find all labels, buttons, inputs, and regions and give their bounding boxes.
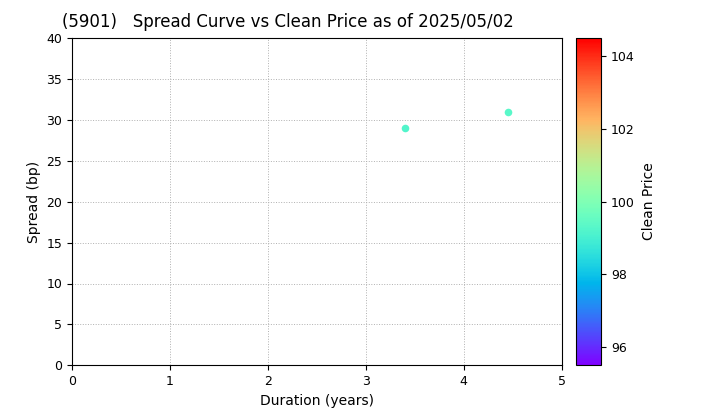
Point xyxy=(502,108,513,115)
Point xyxy=(399,124,410,131)
Text: (5901)   Spread Curve vs Clean Price as of 2025/05/02: (5901) Spread Curve vs Clean Price as of… xyxy=(62,13,514,31)
Y-axis label: Spread (bp): Spread (bp) xyxy=(27,160,41,243)
X-axis label: Duration (years): Duration (years) xyxy=(260,394,374,408)
Y-axis label: Clean Price: Clean Price xyxy=(642,163,656,241)
